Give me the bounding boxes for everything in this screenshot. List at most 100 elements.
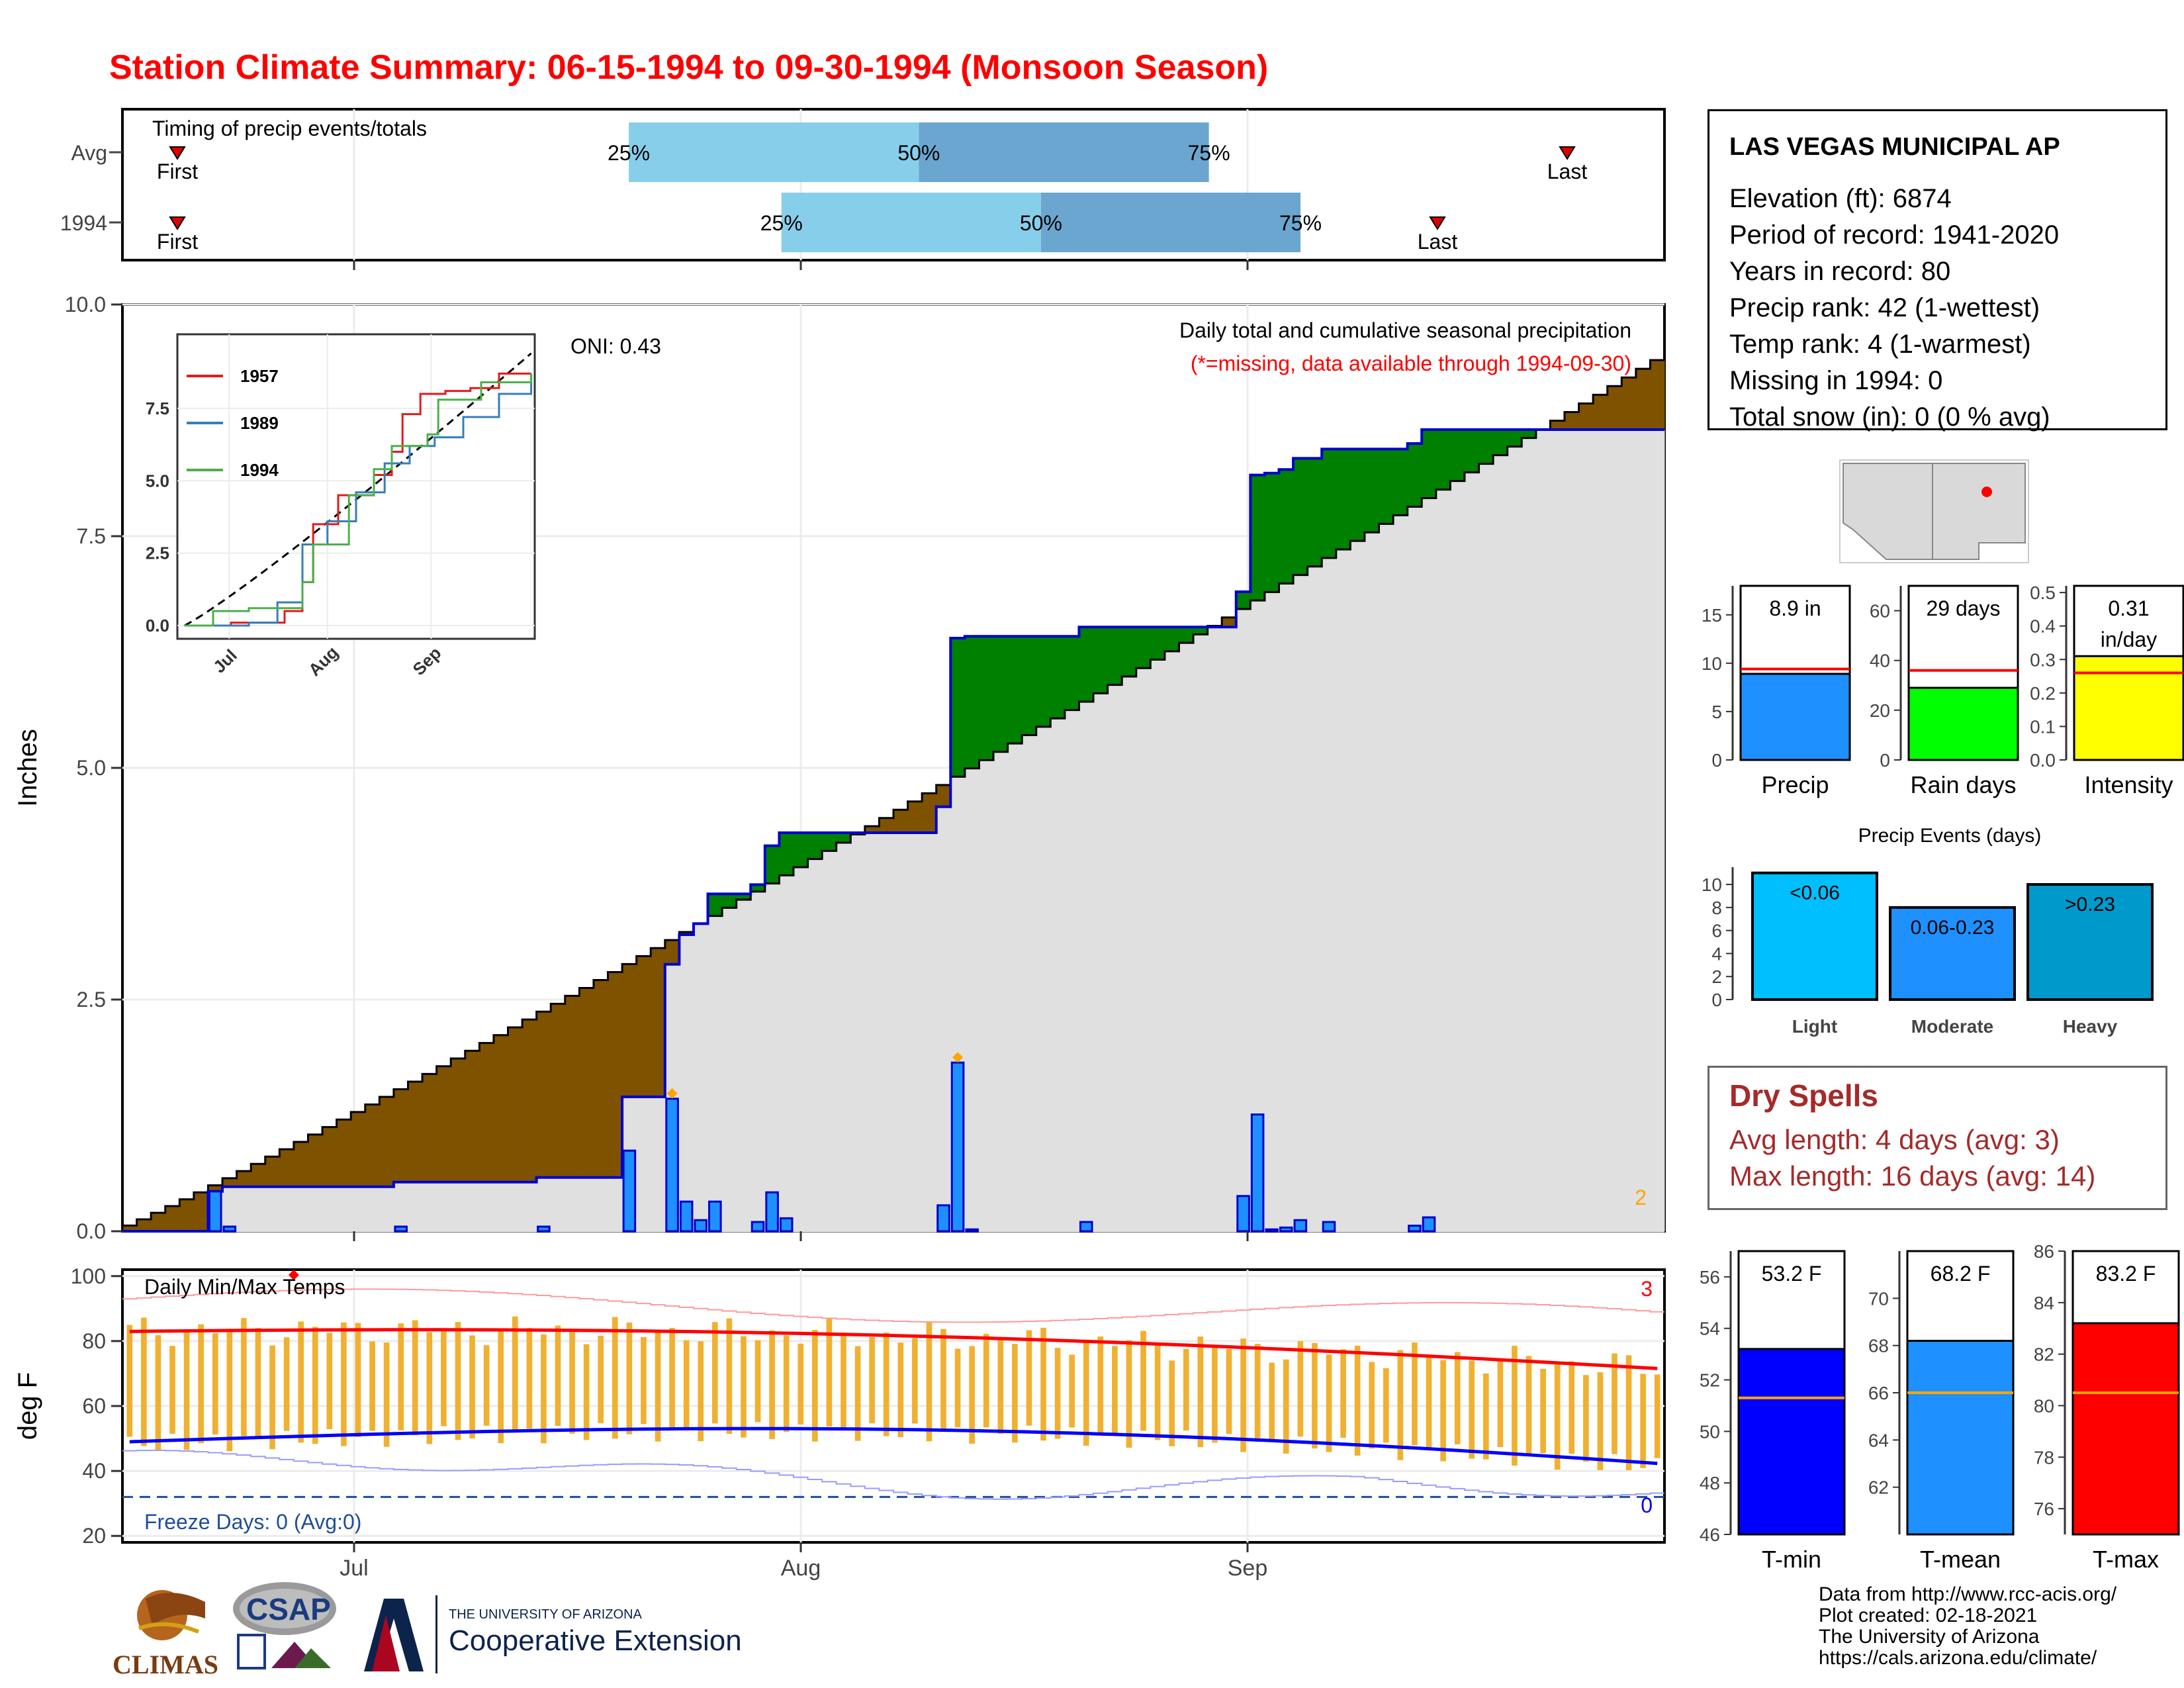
inset-y-tick-label: 2.5 [146,543,169,563]
tempbar-value-label: 83.2 F [2096,1262,2156,1286]
inset-frame [176,333,536,640]
cumulative-anomaly [679,931,694,935]
daily-temp-bar [1569,1361,1575,1454]
daily-temp-bar [1326,1354,1332,1452]
cumulative-base [636,1097,651,1231]
daily-temp-bar [1240,1338,1246,1452]
cumulative-anomaly [1621,377,1637,430]
cumulative-anomaly [322,1127,338,1187]
daily-temp-bar [826,1317,833,1427]
timing-first-marker [169,216,186,230]
inset-series-1989 [184,373,533,627]
daily-temp-bar [655,1332,661,1442]
temp-y-tick-label: 20 [82,1524,106,1548]
cumulative-base [465,1182,480,1231]
summary-bar-frame [2073,585,2184,761]
cumulative-anomaly [893,810,909,833]
tempbar-y-tick-label: 46 [1700,1524,1720,1545]
cumulative-anomaly [922,793,937,833]
daily-temp-bar [426,1332,433,1444]
cumulative-anomaly [1422,430,1437,498]
daily-precip-bar [537,1225,551,1233]
event-category-label: Heavy [2063,1016,2118,1037]
cumulative-base [950,776,966,1231]
events-y-tick-label: 10 [1702,874,1722,895]
station-info-box: LAS VEGAS MUNICIPAL AP Elevation (ft): 6… [1707,109,2167,432]
cumulative-base [379,1186,394,1231]
daily-temp-bar [1254,1344,1261,1439]
cold-days-count: 0 [1641,1493,1653,1517]
cumulative-anomaly [293,1142,308,1187]
daily-temp-bar [940,1329,946,1432]
cumulative-base [1635,430,1651,1231]
cumulative-anomaly [379,1097,394,1187]
inset-x-tick-label: Jul [209,645,241,677]
daily-precip-bar [1079,1221,1093,1233]
cumulative-base [964,768,979,1231]
daily-temp-bar [283,1337,290,1431]
dry-spells-title: Dry Spells [1729,1078,1878,1113]
cumulative-anomaly [122,1225,138,1231]
timing-iqr-lower [781,193,1041,252]
cumulative-anomaly [1036,636,1051,727]
record-min-line [122,1450,1664,1500]
cumulative-base [1593,430,1608,1231]
cumulative-anomaly [208,1185,223,1192]
daily-temp-bar [997,1339,1004,1434]
cumulative-base [1036,726,1051,1231]
summary-y-tick-label: 0.3 [2030,649,2056,670]
cumulative-anomaly [565,996,580,1178]
tempbar-y-tick-label: 56 [1700,1267,1720,1288]
daily-precip-bar [622,1149,637,1233]
summary-bar-frame [1739,585,1851,761]
tempbar-value [1906,1340,2015,1536]
credit-plot-created: Plot created: 02-18-2021 [1819,1605,2038,1626]
cumulative-anomaly [764,845,780,884]
cumulative-base [1264,592,1279,1231]
timing-p25: 25% [760,211,803,235]
cumulative-base [1122,676,1137,1231]
inset-series-1994 [184,373,533,627]
cumulative-anomaly [864,826,880,833]
daily-temp-bar [769,1330,775,1439]
precip-y-tick-label: 0.0 [77,1219,106,1243]
daily-temp-bar [455,1322,461,1440]
cumulative-base [1535,430,1551,1231]
daily-temp-bar [1269,1362,1275,1441]
cumulative-base [522,1182,537,1231]
cumulative-anomaly [1279,469,1294,584]
cumulative-base [1435,489,1451,1231]
info-years: Years in record: 80 [1729,257,1951,286]
cumulative-anomaly [1607,386,1622,430]
hot-days-count: 3 [1641,1277,1653,1301]
daily-temp-bar [783,1335,790,1432]
cumulative-anomaly [1107,627,1122,685]
daily-temp-bar [712,1322,718,1424]
daily-temp-bar [383,1342,390,1447]
cumulative-base [779,875,794,1231]
cumulative-anomaly [465,1051,480,1182]
daily-temp-bar [1640,1374,1646,1468]
summary-bar-label: Precip [1761,771,1829,798]
timing-last-label: Last [1547,160,1588,183]
daily-temp-bar [541,1334,547,1444]
tempbar-frame [1737,1250,1846,1536]
daily-temp-bar [1012,1344,1018,1443]
temp-frame [121,1268,1666,1544]
cumulative-base [565,1177,580,1231]
tempbar-y-tick-label: 76 [2034,1499,2054,1519]
station-name: LAS VEGAS MUNICIPAL AP [1729,133,2060,161]
cumulative-anomaly [907,801,923,833]
cumulative-anomaly [836,833,851,843]
inset-series-1957 [184,372,531,627]
daily-temp-bar [1612,1353,1617,1454]
tempbar-y-tick-label: 54 [1700,1319,1720,1339]
cumulative-base [336,1186,351,1231]
cumulative-anomaly [1379,449,1394,524]
cumulative-base [1522,438,1537,1232]
tempbar-y-tick-label: 62 [1868,1477,1889,1498]
summary-y-tick-label: 5 [1711,702,1722,722]
cumulative-base [936,806,951,1231]
credit-url: https://cals.arizona.edu/climate/ [1819,1647,2097,1669]
dry-avg-length: Avg length: 4 days (avg: 3) [1729,1124,2060,1155]
